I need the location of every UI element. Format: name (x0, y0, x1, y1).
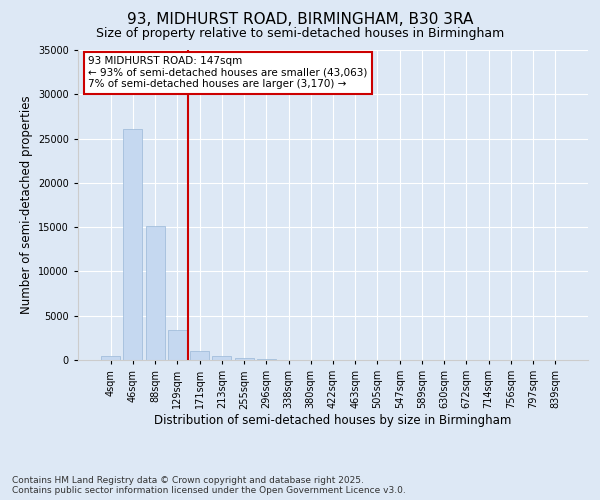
Bar (101, 356, 120, 360)
Text: Size of property relative to semi-detached houses in Birmingham: Size of property relative to semi-detach… (96, 28, 504, 40)
Text: 93 MIDHURST ROAD: 147sqm
← 93% of semi-detached houses are smaller (43,063)
7% o: 93 MIDHURST ROAD: 147sqm ← 93% of semi-d… (88, 56, 368, 90)
Text: 93, MIDHURST ROAD, BIRMINGHAM, B30 3RA: 93, MIDHURST ROAD, BIRMINGHAM, B30 3RA (127, 12, 473, 28)
Y-axis label: Number of semi-detached properties: Number of semi-detached properties (20, 96, 32, 314)
Bar (212, 356, 231, 360)
Bar (146, 226, 164, 360)
Bar (235, 358, 254, 360)
X-axis label: Distribution of semi-detached houses by size in Birmingham: Distribution of semi-detached houses by … (154, 414, 512, 427)
Bar (168, 330, 187, 360)
Bar (124, 129, 142, 360)
Text: Contains HM Land Registry data © Crown copyright and database right 2025.
Contai: Contains HM Land Registry data © Crown c… (12, 476, 406, 495)
Bar (190, 350, 209, 360)
